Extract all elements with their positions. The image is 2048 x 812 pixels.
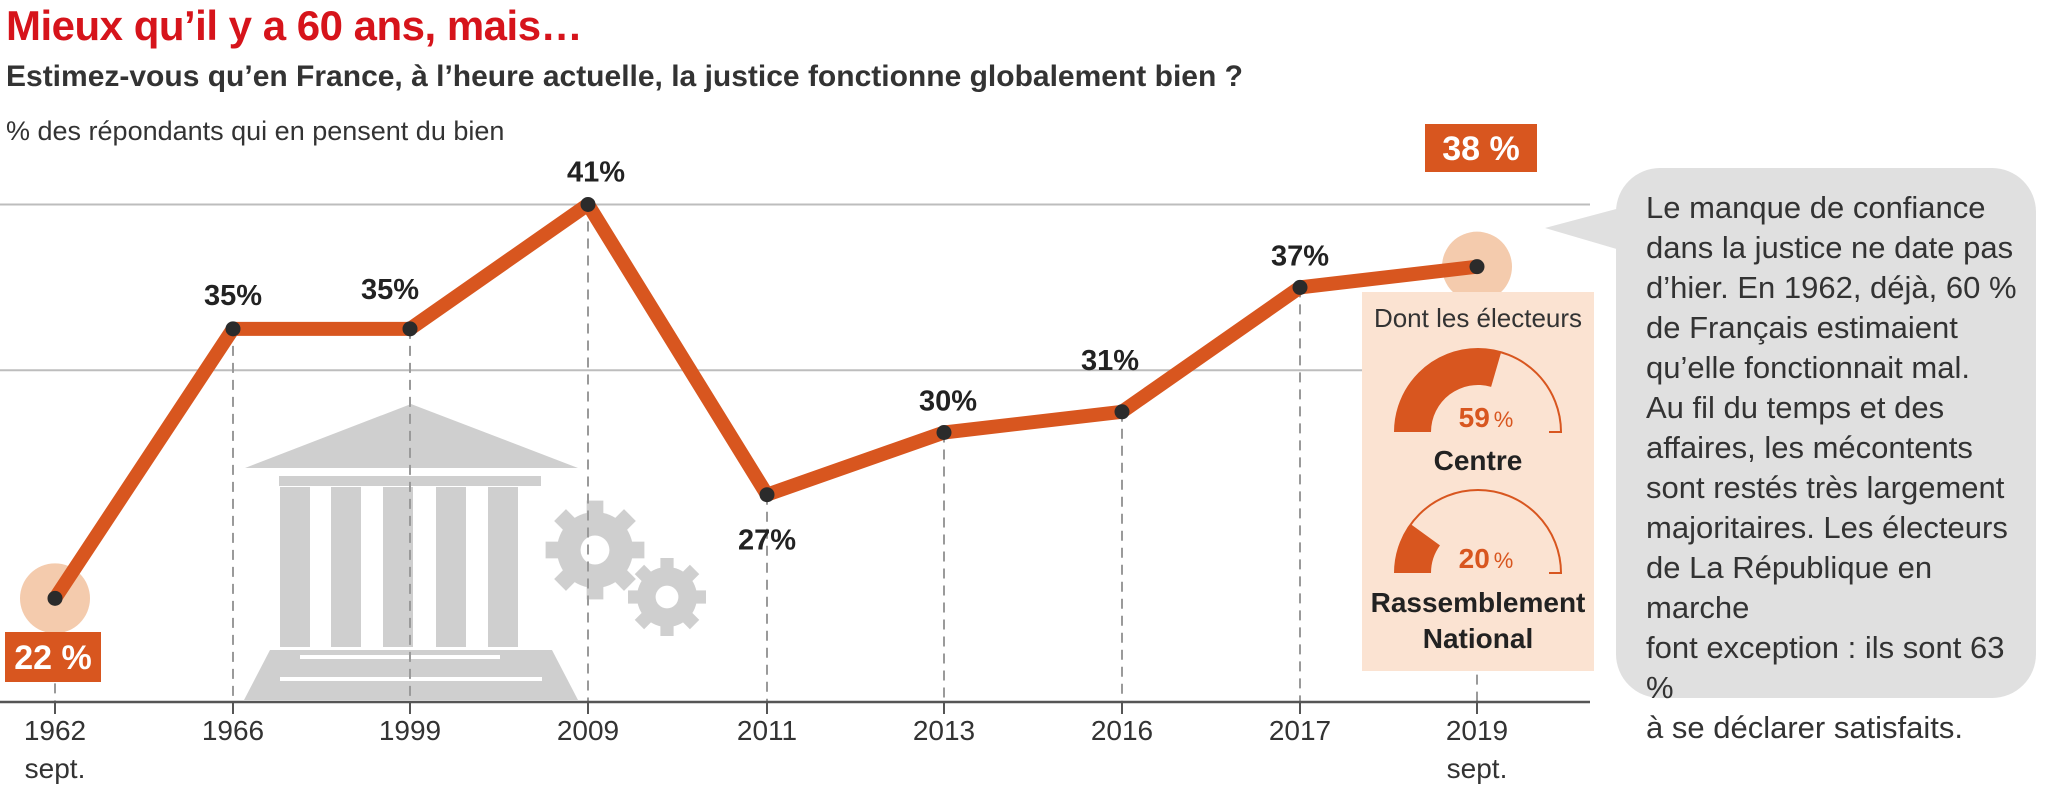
highlight-box-bg [1425,124,1537,172]
gauge-label: Centre [1434,445,1523,476]
data-label: 41% [567,156,625,188]
gears-icon [545,500,706,636]
data-point [936,425,952,440]
chart-subtitle: Estimez-vous qu’en France, à l’heure act… [6,60,1243,93]
bubble-pointer [1545,208,1620,250]
annotation-text: Le manque de confiance dans la justice ne… [1646,188,2036,748]
courthouse-column [488,487,518,647]
data-point [47,590,63,606]
data-point [1469,259,1485,275]
annotation-bubble [1545,168,2036,698]
annotation-line: Le manque de confiance [1646,190,1986,225]
courthouse-step-line [300,655,500,659]
annotation-line: Au fil du temps et des [1646,390,1945,425]
annotation-line: dans la justice ne date pas [1646,230,2014,265]
courthouse-entablature [279,476,541,486]
annotation-line: qu’elle fonctionnait mal. [1646,350,1970,385]
x-tick-label: 2019 [1446,715,1508,746]
annotation-line: de Français estimaient [1646,310,1958,345]
data-label: 22 % [14,639,92,677]
courthouse-step-line [280,677,542,681]
data-label: 35% [204,280,262,312]
y-axis-label: % des répondants qui en pensent du bien [6,116,505,146]
gauge-centre: 59 % Centre [1394,348,1563,476]
courthouse-column [331,487,361,647]
x-tick-label: 1999 [379,715,441,746]
annotation-line: de La République en marche [1646,550,1933,625]
data-point [1114,404,1130,420]
gauge-value: 59% [1459,402,1514,433]
data-label: 38 % [1442,130,1520,168]
gauge-label: National [1423,623,1533,654]
courthouse-column [436,487,466,647]
bubble-body [1616,168,2036,698]
x-tick-label: 2013 [913,715,975,746]
annotation-line: d’hier. En 1962, déjà, 60 % [1646,270,2017,305]
data-point [1292,279,1308,295]
x-tick-label: 2017 [1269,715,1331,746]
highlight-value-box: 22 % [5,632,101,682]
gear-small-icon [628,558,706,636]
gear-hole [580,535,610,565]
gauge-fill [1395,349,1502,432]
x-tick-label: 2016 [1091,715,1153,746]
chart-title: Mieux qu’il y a 60 ans, mais… [6,2,583,49]
x-tick-label: sept. [1447,753,1508,784]
x-tick-label: 2011 [737,715,797,746]
gauge-value: 20% [1459,543,1514,574]
highlight-value-box: 38 % [1425,124,1537,172]
data-label: 37% [1271,240,1329,272]
x-tick-label: 1966 [202,715,264,746]
data-label: 27% [738,525,796,557]
data-point [580,196,596,212]
data-point [759,487,775,503]
x-tick-label: sept. [25,753,86,784]
highlight-box-bg [5,632,101,682]
annotation-line: majoritaires. Les électeurs [1646,510,2008,545]
data-label: 31% [1081,345,1139,377]
courthouse-pediment [245,404,578,468]
annotation-line: font exception : ils sont 63 % [1646,630,2005,705]
x-tick-label: 2009 [557,715,619,746]
courthouse-column [280,487,310,647]
data-point [225,321,241,337]
courthouse-icon [244,404,578,700]
inset-title: Dont les électeurs [1374,303,1582,333]
annotation-line: sont restés très largement [1646,470,2005,505]
gauge-fill [1395,524,1440,573]
annotation-line: à se déclarer satisfaits. [1646,710,1964,745]
voters-inset-panel: Dont les électeurs 59 % Centre 20 % Rassemblem… [1362,292,1594,671]
gauge-rassemblement-national: 20 % Rassemblement National [1371,489,1586,654]
data-point [402,321,418,337]
x-tick-label: 1962 [24,715,86,746]
courthouse-column [383,487,413,647]
annotation-line: affaires, les mécontents [1646,430,1973,465]
gear-large-icon [545,500,645,600]
data-label: 30% [919,386,977,418]
data-label: 35% [361,274,419,306]
gauge-label: Rassemblement [1371,587,1586,618]
gear-hole [655,585,679,609]
